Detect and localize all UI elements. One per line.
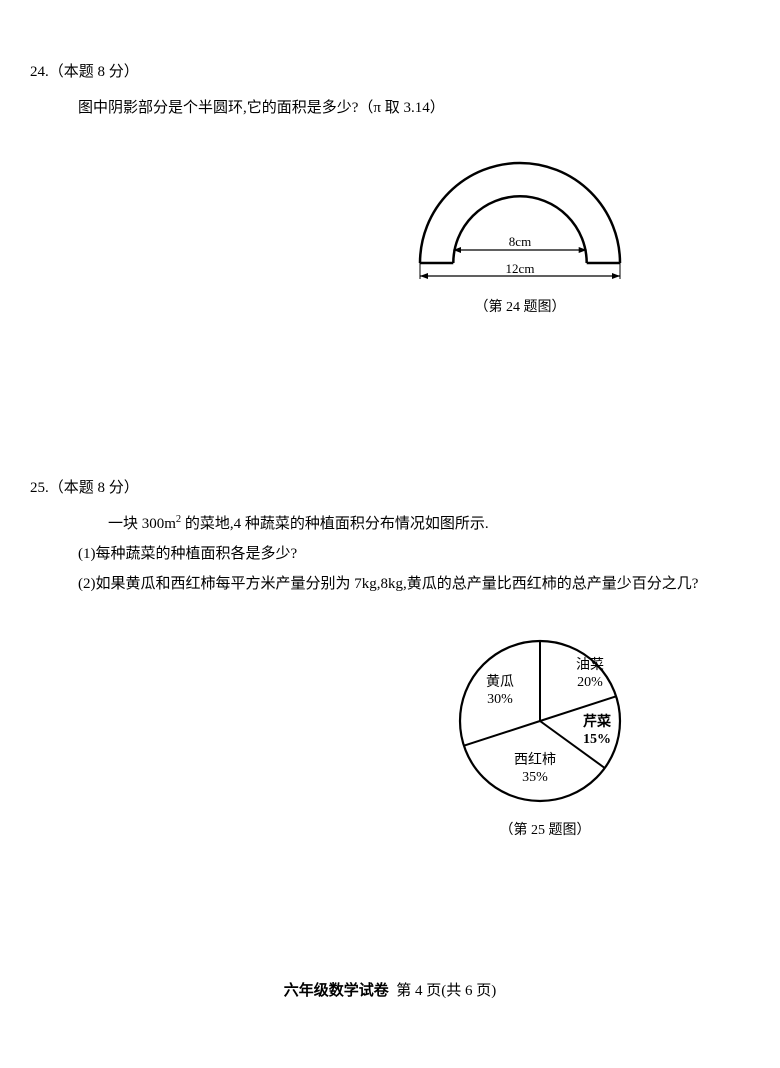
pie-chart: 黄瓜 30% 油菜 20% 芹菜 15% 西红柿 35% [440, 621, 650, 811]
semi-annulus-diagram: 8cm 12cm [400, 143, 640, 288]
q25-header: 25.（本题 8 分） [30, 476, 750, 497]
q24-figure: 8cm 12cm （第 24 题图） [390, 143, 650, 316]
pie-pct-youcai: 20% [577, 675, 603, 690]
q24-text: 图中阴影部分是个半圆环,它的面积是多少?（π 取 3.14） [78, 93, 750, 123]
q24-figure-caption: （第 24 题图） [390, 296, 650, 316]
pie-pct-qincai: 15% [583, 732, 611, 747]
pie-label-youcai: 油菜 [576, 657, 604, 673]
outer-dim-label: 12cm [506, 261, 535, 276]
footer-subject: 六年级数学试卷 [284, 983, 389, 999]
q25-figure: 黄瓜 30% 油菜 20% 芹菜 15% 西红柿 35% （第 25 题图） [430, 621, 660, 839]
pie-label-xihongshi: 西红柿 [514, 751, 556, 768]
q25-figure-caption: （第 25 题图） [430, 819, 660, 839]
question-25: 25.（本题 8 分） 一块 300m2 的菜地,4 种蔬菜的种植面积分布情况如… [30, 476, 750, 839]
q24-header: 24.（本题 8 分） [30, 60, 750, 81]
footer-page: 第 4 页(共 6 页) [396, 983, 496, 999]
q25-line1: 一块 300m2 的菜地,4 种蔬菜的种植面积分布情况如图所示. [78, 509, 750, 539]
pie-pct-huanggua: 30% [487, 692, 513, 707]
pie-label-huanggua: 黄瓜 [486, 673, 514, 690]
pie-pct-xihongshi: 35% [522, 770, 548, 785]
page-footer: 六年级数学试卷 第 4 页(共 6 页) [0, 979, 780, 1000]
inner-dim-label: 8cm [509, 234, 531, 249]
question-24: 24.（本题 8 分） 图中阴影部分是个半圆环,它的面积是多少?（π 取 3.1… [30, 60, 750, 316]
q25-line3: (2)如果黄瓜和西红柿每平方米产量分别为 7kg,8kg,黄瓜的总产量比西红柿的… [78, 569, 750, 599]
pie-label-qincai: 芹菜 [583, 713, 612, 730]
q25-line2: (1)每种蔬菜的种植面积各是多少? [78, 539, 750, 569]
